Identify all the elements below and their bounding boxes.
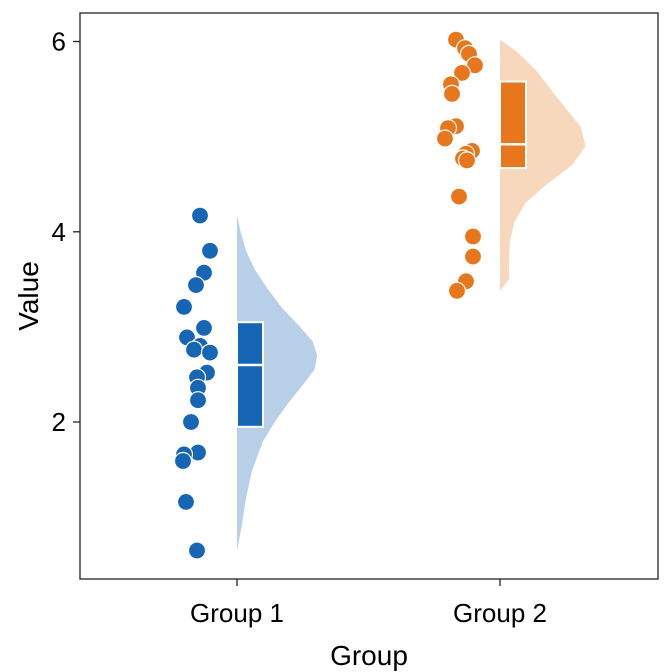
data-points [173, 30, 485, 560]
data-point-group-1 [176, 492, 196, 511]
data-point-group-2 [435, 129, 455, 148]
data-point-group-1 [200, 343, 220, 362]
plot-panel [79, 12, 659, 580]
box-group-1 [236, 321, 264, 428]
data-point-group-1 [184, 340, 204, 359]
x-tick-label: Group 1 [190, 598, 284, 628]
data-point-group-1 [186, 276, 206, 295]
x-axis-ticks: Group 1 Group 2 [190, 579, 547, 628]
box-plots [236, 80, 527, 428]
y-tick-label: 2 [52, 407, 66, 437]
data-point-group-2 [463, 247, 483, 266]
y-tick-label: 4 [52, 217, 66, 247]
data-point-group-1 [181, 412, 201, 432]
data-point-group-1 [188, 391, 208, 410]
data-point-group-2 [457, 151, 477, 170]
data-point-group-1 [190, 206, 210, 225]
data-point-group-2 [449, 187, 469, 206]
density-cloud-group-1 [237, 215, 318, 551]
data-point-group-2 [463, 227, 483, 246]
data-point-group-2 [447, 281, 467, 300]
data-point-group-1 [194, 318, 214, 337]
data-point-group-1 [174, 297, 194, 316]
data-point-group-1 [187, 541, 207, 560]
x-tick-label: Group 2 [453, 598, 547, 628]
box-group-2 [499, 80, 527, 170]
y-axis-ticks: 2 4 6 [52, 27, 80, 437]
data-point-group-2 [452, 63, 472, 83]
data-point-group-1 [173, 451, 193, 471]
x-axis-title: Group [330, 640, 408, 671]
y-tick-label: 6 [52, 27, 66, 57]
data-point-group-1 [200, 241, 220, 260]
y-axis-title: Value [13, 261, 44, 331]
data-point-group-2 [442, 84, 462, 104]
